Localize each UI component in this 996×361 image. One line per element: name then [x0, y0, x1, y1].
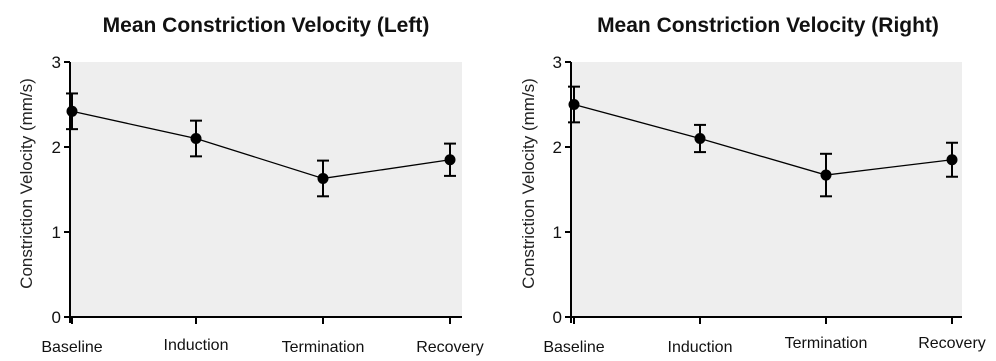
- chart-left: Mean Constriction Velocity (Left) Constr…: [17, 14, 484, 356]
- data-point: [66, 105, 78, 117]
- chart-right: Mean Constriction Velocity (Right) Const…: [498, 0, 996, 361]
- series-line-left: [71, 110, 451, 180]
- x-tick-label: Baseline: [41, 339, 102, 356]
- y-tick-label: 3: [553, 53, 562, 72]
- x-tick-label: Termination: [282, 339, 365, 356]
- chart-marks-right: 0 1 2 3 Baseline Induction Termination Recovery: [543, 53, 985, 356]
- data-point: [444, 154, 456, 166]
- series-line-right: [573, 103, 953, 176]
- x-tick-label: Baseline: [543, 339, 604, 356]
- chart-title-left: Mean Constriction Velocity (Left): [103, 14, 430, 37]
- data-point: [946, 154, 958, 166]
- y-tick-label: 1: [52, 223, 61, 242]
- data-point: [820, 169, 832, 181]
- y-tick-label: 2: [553, 138, 562, 157]
- data-point: [190, 133, 202, 144]
- chart-left-svg: Mean Constriction Velocity (Left) Constr…: [17, 14, 484, 356]
- chart-marks-left: 0 1 2 3 Baseline Induction Termination Recovery: [41, 53, 483, 356]
- y-tick-label: 2: [52, 138, 61, 157]
- data-point: [568, 99, 580, 110]
- x-tick-label: Recovery: [918, 335, 986, 352]
- x-tick-label: Termination: [785, 335, 868, 352]
- y-tick-label: 0: [52, 308, 61, 327]
- y-axis-label-right: Constriction Velocity (mm/s): [519, 78, 538, 289]
- plot-area-left: [70, 62, 462, 317]
- x-tick-label: Induction: [164, 337, 229, 354]
- chart-title-right: Mean Constriction Velocity (Right): [597, 14, 939, 37]
- y-tick-label: 1: [553, 223, 562, 242]
- x-tick-label: Recovery: [416, 339, 484, 356]
- y-tick-label: 0: [553, 308, 562, 327]
- chart-right-svg: Mean Constriction Velocity (Right) Const…: [519, 14, 986, 356]
- data-point: [317, 172, 329, 184]
- y-axis-label-left: Constriction Velocity (mm/s): [17, 78, 36, 289]
- y-tick-label: 3: [52, 53, 61, 72]
- plot-area-right: [571, 62, 962, 317]
- x-tick-label: Induction: [668, 339, 733, 356]
- data-point: [694, 133, 706, 144]
